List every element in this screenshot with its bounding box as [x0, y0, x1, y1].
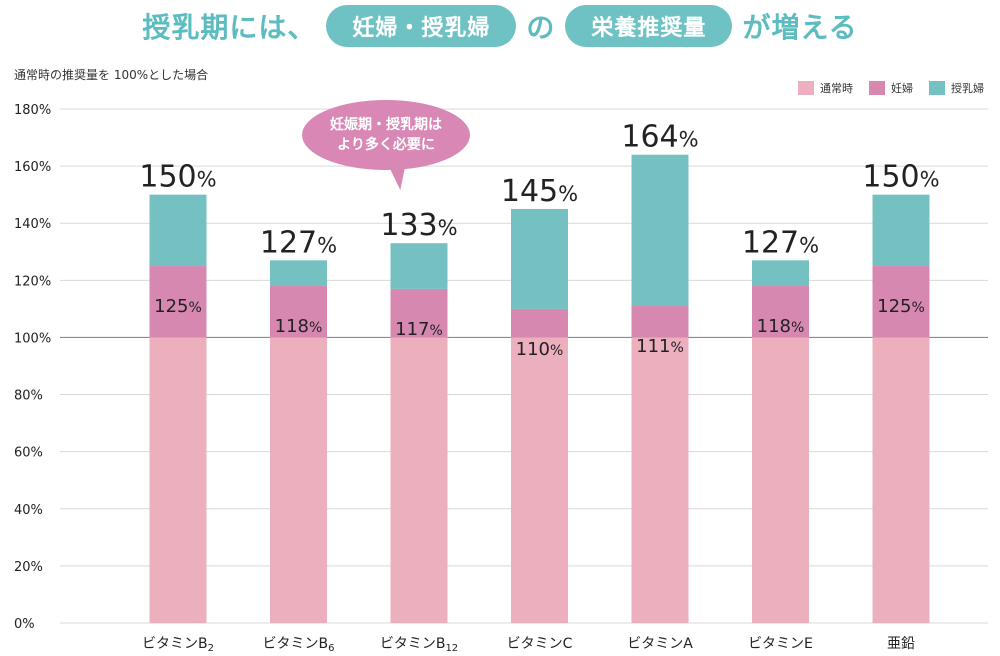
- bar-segment: [752, 337, 809, 623]
- total-value-label: 150%: [862, 160, 939, 195]
- bar-segment: [390, 337, 448, 623]
- chart-title: 授乳期には、 妊婦・授乳婦 の 栄養推奨量 が増える: [0, 4, 1000, 48]
- pregnant-value-label: 125%: [877, 296, 925, 317]
- y-tick-label: 160%: [14, 160, 51, 175]
- bar-segment: [511, 208, 568, 309]
- y-tick-label: 0%: [14, 617, 35, 632]
- y-tick-label: 60%: [14, 446, 43, 461]
- y-tick-label: 80%: [14, 389, 43, 404]
- x-category-label: ビタミンB6: [263, 636, 335, 654]
- title-pill-pregnant-lactating: 妊婦・授乳婦: [326, 5, 517, 47]
- title-part3: が増える: [742, 11, 858, 44]
- y-tick-label: 140%: [14, 217, 51, 232]
- pregnant-value-label: 111%: [636, 336, 684, 357]
- total-value-label: 133%: [380, 208, 457, 243]
- pregnant-value-label: 125%: [154, 296, 202, 317]
- legend-swatch-lactating: [929, 81, 945, 95]
- y-tick-label: 120%: [14, 274, 51, 289]
- legend-label-normal: 通常時: [820, 82, 853, 95]
- bar-segment: [631, 154, 689, 307]
- y-axis-caption: 通常時の推奨量を 100%とした場合: [14, 68, 209, 82]
- legend-label-pregnant: 妊婦: [891, 82, 913, 95]
- legend-item-lactating: 授乳婦: [929, 80, 984, 96]
- bar-segment: [511, 337, 568, 623]
- pregnant-value-label: 117%: [395, 319, 443, 340]
- total-value-label: 164%: [621, 120, 698, 155]
- pregnant-value-label: 110%: [516, 339, 564, 360]
- bar-segment: [752, 260, 809, 287]
- total-value-label: 145%: [501, 174, 578, 209]
- legend-label-lactating: 授乳婦: [951, 82, 984, 95]
- bar-segment: [390, 243, 448, 289]
- y-tick-label: 100%: [14, 331, 51, 346]
- y-tick-label: 40%: [14, 503, 43, 518]
- bar-segment: [149, 194, 207, 267]
- title-part2: の: [526, 11, 556, 44]
- title-part1: 授乳期には、: [142, 11, 317, 44]
- x-category-label: ビタミンA: [627, 636, 693, 652]
- bar-segment: [270, 260, 327, 287]
- legend-item-pregnant: 妊婦: [869, 80, 913, 96]
- y-tick-label: 20%: [14, 560, 43, 575]
- bar-segment: [149, 337, 207, 623]
- bar-segment: [511, 308, 568, 338]
- bar-segment: [631, 337, 689, 623]
- legend-swatch-normal: [798, 81, 814, 95]
- x-category-label: 亜鉛: [887, 636, 915, 652]
- bar-segment: [752, 286, 809, 338]
- legend-item-normal: 通常時: [798, 80, 853, 96]
- x-category-label: ビタミンC: [507, 636, 573, 652]
- legend: 通常時 妊婦 授乳婦: [798, 80, 984, 96]
- total-value-label: 127%: [260, 225, 337, 260]
- x-category-label: ビタミンE: [748, 636, 813, 652]
- bar-segment: [390, 288, 448, 338]
- x-category-label: ビタミンB12: [380, 636, 458, 654]
- title-pill-nutrition: 栄養推奨量: [565, 5, 733, 47]
- bar-segment: [270, 337, 327, 623]
- pregnant-value-label: 118%: [757, 316, 805, 337]
- callout-bubble: 妊娠期・授乳期は より多く必要に: [302, 100, 470, 170]
- pregnant-value-label: 118%: [275, 316, 323, 337]
- bar-segment: [270, 286, 327, 338]
- bar-segment: [872, 194, 930, 267]
- callout-line1: 妊娠期・授乳期は: [330, 117, 442, 133]
- x-category-label: ビタミンB2: [142, 636, 214, 654]
- total-value-label: 127%: [742, 225, 819, 260]
- bar-segment: [872, 337, 930, 623]
- callout-line2: より多く必要に: [337, 137, 435, 153]
- bar-segment: [149, 266, 207, 338]
- y-tick-label: 180%: [14, 103, 51, 118]
- total-value-label: 150%: [139, 160, 216, 195]
- bar-segment: [631, 306, 689, 338]
- bar-segment: [872, 266, 930, 338]
- legend-swatch-pregnant: [869, 81, 885, 95]
